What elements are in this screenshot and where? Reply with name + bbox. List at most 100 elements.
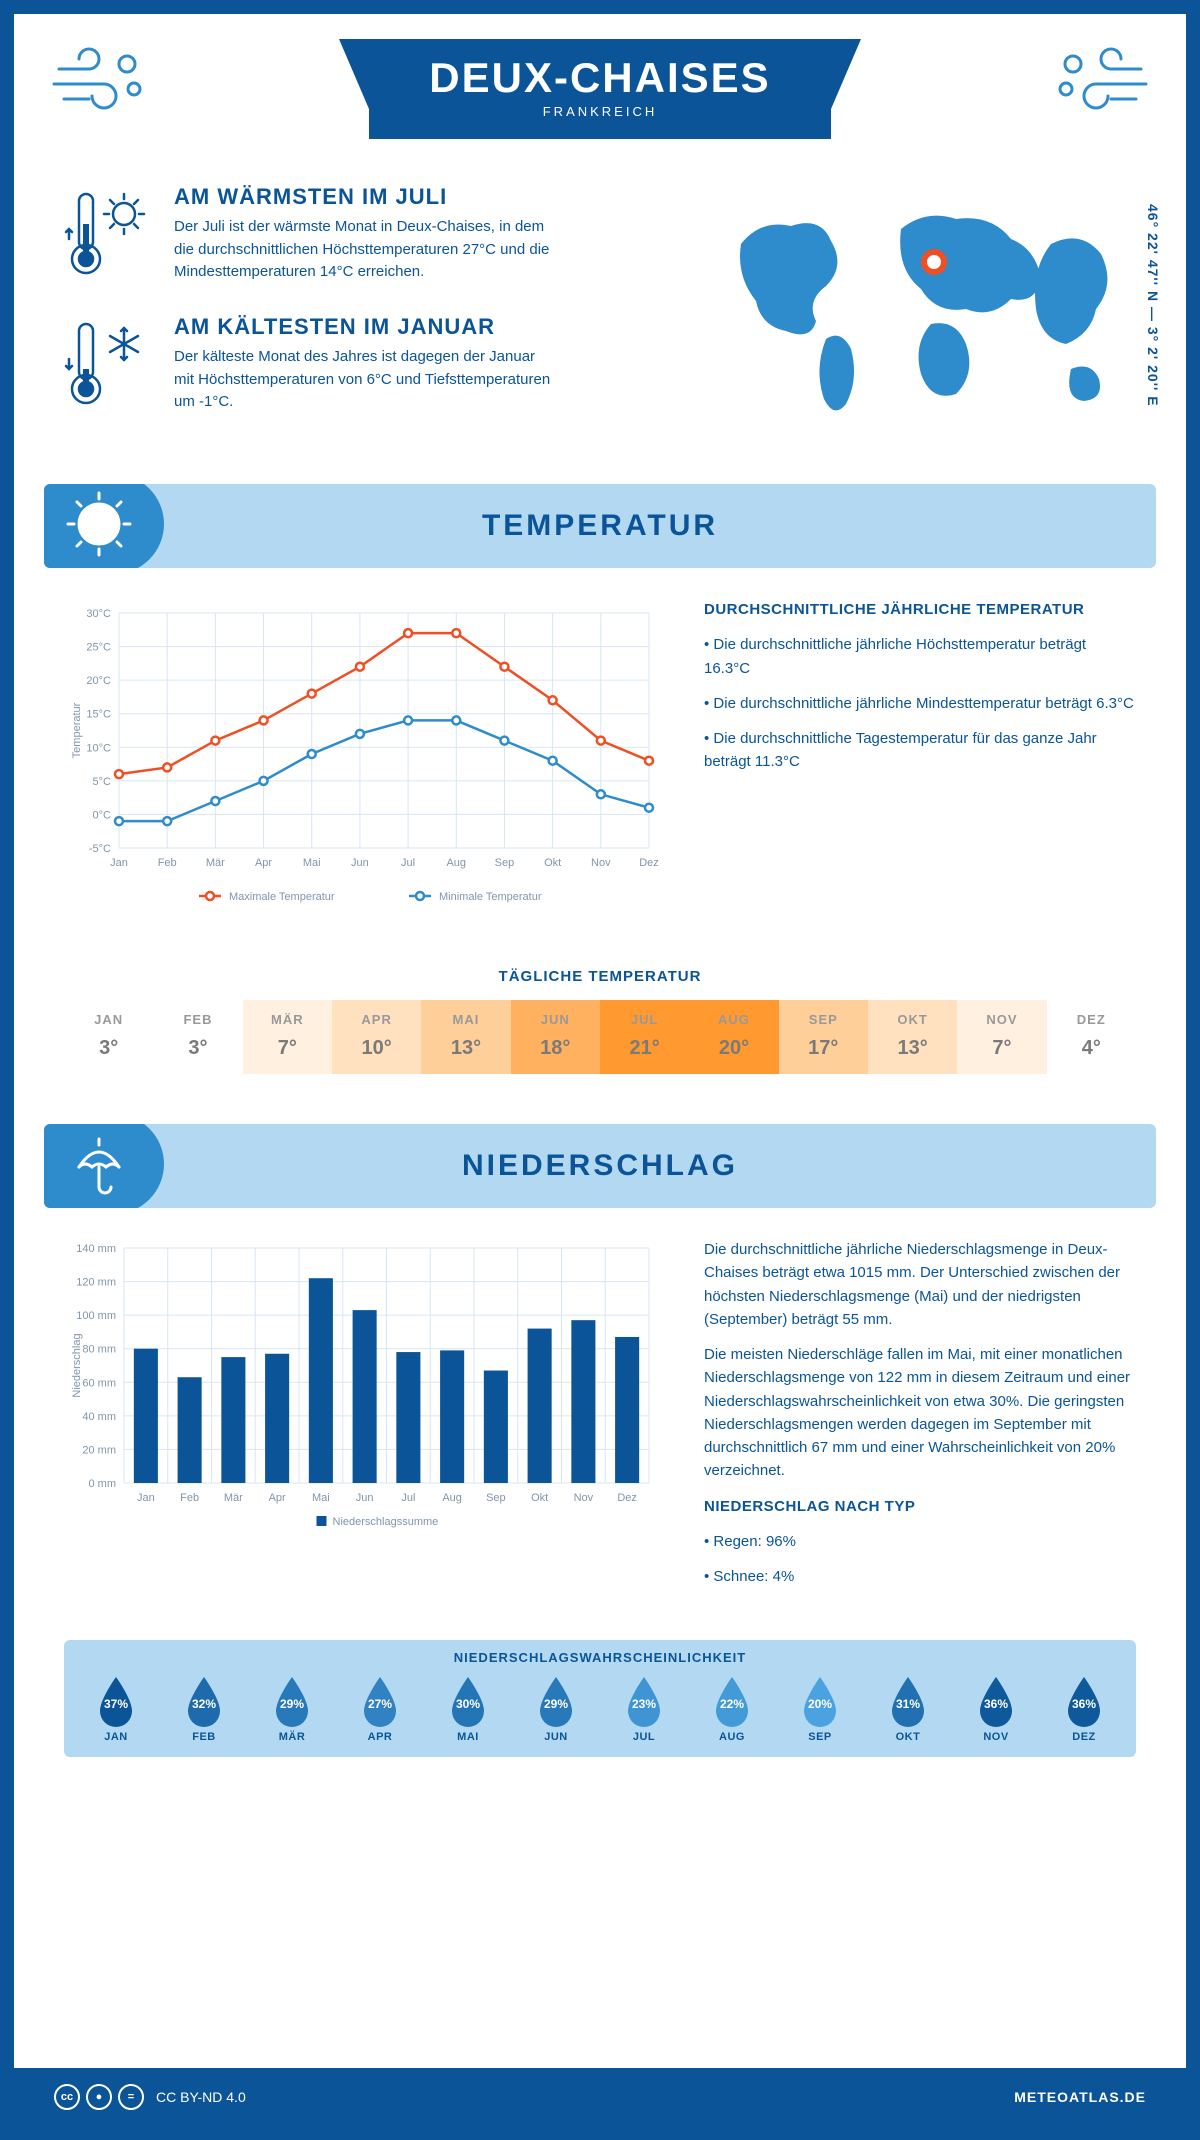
svg-text:Aug: Aug [442, 1492, 462, 1504]
wind-icon [1051, 44, 1151, 119]
svg-text:Minimale Temperatur: Minimale Temperatur [439, 891, 542, 903]
temp-cell: NOV7° [957, 1000, 1046, 1074]
svg-text:10°C: 10°C [86, 742, 111, 754]
svg-text:Jun: Jun [351, 857, 369, 869]
svg-text:Dez: Dez [617, 1492, 637, 1504]
precipitation-title: NIEDERSCHLAG [44, 1149, 1156, 1183]
svg-text:Sep: Sep [486, 1492, 506, 1504]
coordinates: 46° 22' 47'' N — 3° 2' 20'' E [1145, 204, 1161, 407]
prob-cell: 32%FEB [162, 1675, 246, 1743]
svg-text:40 mm: 40 mm [82, 1411, 116, 1423]
temp-side-title: DURCHSCHNITTLICHE JÄHRLICHE TEMPERATUR [704, 598, 1136, 621]
header: DEUX-CHAISES FRANKREICH [14, 14, 1186, 174]
prob-cell: 31%OKT [866, 1675, 950, 1743]
world-map: 46° 22' 47'' N — 3° 2' 20'' E [716, 184, 1136, 444]
nd-icon: = [118, 2084, 144, 2110]
thermometer-cold-icon [64, 314, 154, 419]
precipitation-summary: Die durchschnittliche jährliche Niedersc… [704, 1238, 1136, 1600]
prob-cell: 22%AUG [690, 1675, 774, 1743]
sun-icon [44, 484, 164, 568]
temp-cell: DEZ4° [1047, 1000, 1136, 1074]
temp-bullet: • Die durchschnittliche Tagestemperatur … [704, 727, 1136, 774]
svg-text:Jan: Jan [137, 1492, 155, 1504]
daily-temp-title: TÄGLICHE TEMPERATUR [14, 968, 1186, 985]
svg-text:20 mm: 20 mm [82, 1444, 116, 1456]
temp-cell: MÄR7° [243, 1000, 332, 1074]
prob-cell: 27%APR [338, 1675, 422, 1743]
temperature-section-header: TEMPERATUR [44, 484, 1156, 568]
precipitation-section-header: NIEDERSCHLAG [44, 1124, 1156, 1208]
temp-cell: FEB3° [153, 1000, 242, 1074]
temp-cell: OKT13° [868, 1000, 957, 1074]
svg-text:Mai: Mai [312, 1492, 330, 1504]
svg-text:Feb: Feb [180, 1492, 199, 1504]
svg-text:15°C: 15°C [86, 709, 111, 721]
cc-icons: cc ● = [54, 2084, 144, 2110]
warmest-text: Der Juli ist der wärmste Monat in Deux-C… [174, 216, 554, 284]
temp-bullet: • Die durchschnittliche jährliche Mindes… [704, 692, 1136, 715]
svg-text:Temperatur: Temperatur [71, 702, 83, 758]
svg-text:Jul: Jul [401, 1492, 415, 1504]
daily-temperature-table: JAN3°FEB3°MÄR7°APR10°MAI13°JUN18°JUL21°A… [64, 1000, 1136, 1074]
prob-cell: 36%NOV [954, 1675, 1038, 1743]
svg-text:Jun: Jun [356, 1492, 374, 1504]
svg-text:60 mm: 60 mm [82, 1377, 116, 1389]
prob-cell: 37%JAN [74, 1675, 158, 1743]
warmest-block: AM WÄRMSTEN IM JULI Der Juli ist der wär… [64, 184, 676, 289]
coldest-block: AM KÄLTESTEN IM JANUAR Der kälteste Mona… [64, 314, 676, 419]
precip-type-title: NIEDERSCHLAG NACH TYP [704, 1495, 1136, 1518]
svg-text:Niederschlag: Niederschlag [71, 1333, 83, 1397]
svg-text:0°C: 0°C [93, 809, 112, 821]
temp-cell: AUG20° [689, 1000, 778, 1074]
svg-text:100 mm: 100 mm [76, 1310, 116, 1322]
precip-text: Die meisten Niederschläge fallen im Mai,… [704, 1343, 1136, 1483]
warmest-title: AM WÄRMSTEN IM JULI [174, 184, 554, 210]
precipitation-bar-chart: 0 mm 20 mm 40 mm 60 mm 80 mm 100 mm 120 mm 140 … [64, 1238, 664, 1600]
svg-text:Apr: Apr [269, 1492, 286, 1504]
prob-cell: 36%DEZ [1042, 1675, 1126, 1743]
svg-text:Sep: Sep [495, 857, 515, 869]
svg-text:Okt: Okt [544, 857, 561, 869]
svg-text:0 mm: 0 mm [89, 1478, 117, 1490]
prob-cell: 29%MÄR [250, 1675, 334, 1743]
cc-icon: cc [54, 2084, 80, 2110]
temp-cell: JAN3° [64, 1000, 153, 1074]
svg-text:Dez: Dez [639, 857, 659, 869]
license-text: CC BY-ND 4.0 [156, 2089, 246, 2105]
svg-text:Niederschlagssumme: Niederschlagssumme [333, 1516, 439, 1528]
temperature-line-chart: -5°C0°C5°C10°C15°C20°C25°C30°CJanFebMärA… [64, 598, 664, 923]
svg-text:5°C: 5°C [93, 776, 112, 788]
svg-text:Feb: Feb [158, 857, 177, 869]
svg-text:Mär: Mär [206, 857, 225, 869]
coldest-text: Der kälteste Monat des Jahres ist dagege… [174, 346, 554, 414]
prob-cell: 30%MAI [426, 1675, 510, 1743]
svg-text:Mär: Mär [224, 1492, 243, 1504]
precip-type-item: • Schnee: 4% [704, 1565, 1136, 1588]
svg-text:140 mm: 140 mm [76, 1243, 116, 1255]
svg-text:Nov: Nov [591, 857, 611, 869]
svg-text:Mai: Mai [303, 857, 321, 869]
temp-bullet: • Die durchschnittliche jährliche Höchst… [704, 633, 1136, 680]
precipitation-probability-box: NIEDERSCHLAGSWAHRSCHEINLICHKEIT 37%JAN32… [64, 1640, 1136, 1757]
temp-cell: JUL21° [600, 1000, 689, 1074]
temperature-title: TEMPERATUR [44, 509, 1156, 543]
intro-section: AM WÄRMSTEN IM JULI Der Juli ist der wär… [14, 174, 1186, 484]
svg-text:25°C: 25°C [86, 642, 111, 654]
precip-type-item: • Regen: 96% [704, 1530, 1136, 1553]
prob-cell: 29%JUN [514, 1675, 598, 1743]
svg-text:Maximale Temperatur: Maximale Temperatur [229, 891, 335, 903]
temp-cell: MAI13° [421, 1000, 510, 1074]
city-name: DEUX-CHAISES [429, 54, 770, 102]
footer: cc ● = CC BY-ND 4.0 METEOATLAS.DE [14, 2068, 1186, 2126]
svg-text:80 mm: 80 mm [82, 1344, 116, 1356]
temp-cell: APR10° [332, 1000, 421, 1074]
temp-cell: SEP17° [779, 1000, 868, 1074]
by-icon: ● [86, 2084, 112, 2110]
site-name: METEOATLAS.DE [1014, 2089, 1146, 2105]
prob-cell: 20%SEP [778, 1675, 862, 1743]
svg-text:Apr: Apr [255, 857, 272, 869]
wind-icon [49, 44, 149, 119]
temp-cell: JUN18° [511, 1000, 600, 1074]
svg-text:120 mm: 120 mm [76, 1277, 116, 1289]
prob-title: NIEDERSCHLAGSWAHRSCHEINLICHKEIT [74, 1650, 1126, 1665]
